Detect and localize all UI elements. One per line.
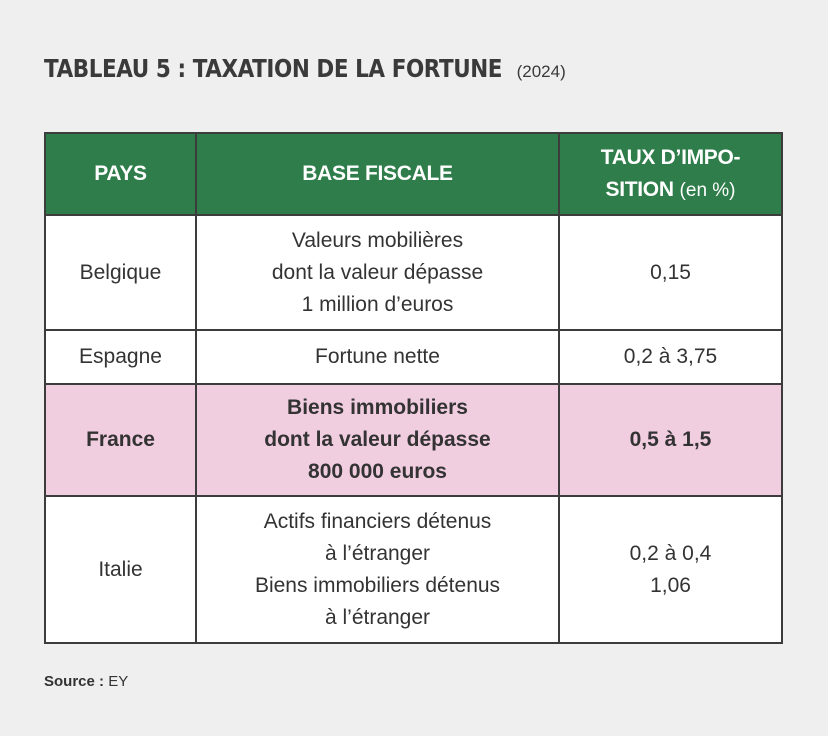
table-year: (2024) xyxy=(516,62,566,81)
cell-base: Valeurs mobilières dont la valeur dépass… xyxy=(195,214,560,331)
cell-base: Biens immobiliers dont la valeur dépasse… xyxy=(195,383,560,497)
source-value: EY xyxy=(108,673,129,690)
table-row: Belgique Valeurs mobilières dont la vale… xyxy=(44,214,783,331)
cell-pays: Belgique xyxy=(44,214,197,331)
header-taux-line1: TAUX D’IMPO- xyxy=(600,145,741,169)
cell-taux: 0,15 xyxy=(558,214,783,331)
source-note: Source : EY xyxy=(44,673,128,690)
header-row: PAYS BASE FISCALE TAUX D’IMPO- SITION (e… xyxy=(44,132,783,216)
table-row: Espagne Fortune nette 0,2 à 3,75 xyxy=(44,329,783,385)
table-row-highlighted: France Biens immobiliers dont la valeur … xyxy=(44,383,783,497)
table-row: Italie Actifs financiers détenus à l’étr… xyxy=(44,495,783,644)
cell-base: Actifs financiers détenus à l’étranger B… xyxy=(195,495,560,644)
wealth-tax-table: PAYS BASE FISCALE TAUX D’IMPO- SITION (e… xyxy=(44,132,783,644)
header-base-fiscale: BASE FISCALE xyxy=(195,132,560,216)
cell-pays: Italie xyxy=(44,495,197,644)
header-pays: PAYS xyxy=(44,132,197,216)
header-taux: TAUX D’IMPO- SITION (en %) xyxy=(558,132,783,216)
title-row: TABLEAU 5 : TAXATION DE LA FORTUNE (2024… xyxy=(44,54,566,83)
cell-pays: Espagne xyxy=(44,329,197,385)
cell-taux: 0,5 à 1,5 xyxy=(558,383,783,497)
header-taux-line2: SITION xyxy=(605,177,674,201)
cell-taux: 0,2 à 3,75 xyxy=(558,329,783,385)
header-taux-unit: (en %) xyxy=(679,179,736,201)
cell-taux: 0,2 à 0,4 1,06 xyxy=(558,495,783,644)
source-label: Source : xyxy=(44,673,105,690)
cell-base: Fortune nette xyxy=(195,329,560,385)
table-title: TABLEAU 5 : TAXATION DE LA FORTUNE xyxy=(44,54,503,83)
cell-pays: France xyxy=(44,383,197,497)
